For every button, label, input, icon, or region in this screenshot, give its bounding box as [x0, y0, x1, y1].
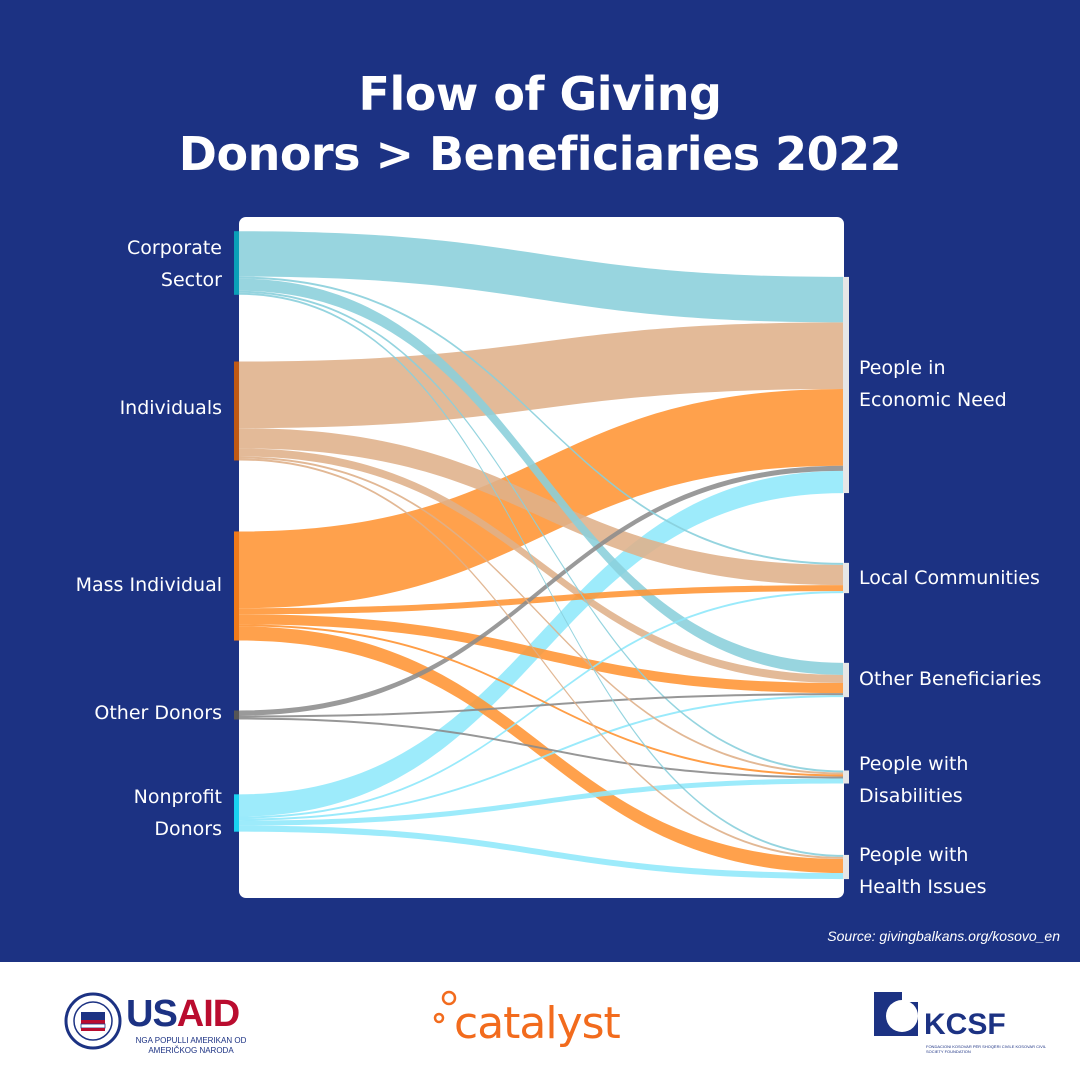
usaid-subtitle: NGA POPULLI AMERIKAN OD AMERIČKOG NARODA	[135, 1036, 247, 1055]
flow-nonprofit-to-health	[239, 825, 843, 880]
usaid-logo: USAID NGA POPULLI AMERIKAN OD AMERIČKOG …	[64, 992, 254, 1055]
target-node-disab	[843, 770, 849, 784]
flow-other_donors-to-other_ben	[239, 693, 843, 718]
title-line-2: Donors > Beneficiaries 2022	[178, 127, 902, 181]
target-label-other_ben-line: Other Beneficiaries	[859, 668, 1041, 690]
source-label-mass: Mass Individual	[76, 574, 222, 596]
flow-corporate-to-health	[239, 292, 843, 857]
labels-group: Corporate Sector Individuals Mass Individua…	[76, 237, 1042, 898]
target-node-economic	[843, 276, 849, 494]
usaid-wordmark: USAID	[126, 993, 240, 1035]
target-label-health: People with Health Issues	[859, 844, 986, 898]
source-node-other_donors	[234, 710, 239, 720]
flow-corporate-to-local	[239, 276, 843, 565]
source-label-nonprofit: Nonprofit Donors	[134, 786, 222, 840]
target-label-disab: People with Disabilities	[859, 753, 968, 807]
kcsf-subtitle: FONDACIONI KOSOVAR PËR SHOQËRI CIVILE KO…	[926, 1044, 1046, 1054]
flow-mass-to-disab	[239, 624, 843, 777]
source-label-other_donors: Other Donors	[94, 702, 222, 724]
target-label-local-line: Local Communities	[859, 567, 1040, 589]
usaid-seal-icon	[64, 992, 122, 1050]
target-label-health-line: People with	[859, 844, 968, 866]
flow-mass-to-other_ben	[239, 614, 843, 694]
source-label-corporate-line: Corporate	[127, 237, 222, 259]
source-node-nonprofit	[234, 794, 239, 832]
footer-logos: USAID NGA POPULLI AMERIKAN OD AMERIČKOG …	[0, 962, 1080, 1080]
flow-corporate-to-other_ben	[239, 278, 843, 675]
flow-other_donors-to-economic	[239, 465, 843, 716]
source-note: Source: givingbalkans.org/kosovo_en	[827, 928, 1060, 944]
flow-mass-to-health	[239, 626, 843, 874]
flow-other_donors-to-disab	[239, 717, 843, 779]
flow-mass-to-local	[239, 585, 843, 615]
target-label-disab-line: People with	[859, 753, 968, 775]
target-label-local: Local Communities	[859, 567, 1040, 589]
catalyst-wordmark: catalyst	[454, 998, 621, 1049]
target-label-economic-line: People in	[859, 357, 945, 379]
sankey-chart: Corporate Sector Individuals Mass Individua…	[76, 217, 1042, 898]
flow-individuals-to-health	[239, 458, 843, 859]
catalyst-dots-icon	[433, 990, 457, 1024]
chart-title: Flow of Giving Donors > Beneficiaries 20…	[0, 64, 1080, 184]
target-label-health-line: Health Issues	[859, 876, 986, 898]
flow-corporate-to-economic	[239, 231, 843, 323]
flow-nonprofit-to-disab	[239, 778, 843, 826]
target-label-economic: People in Economic Need	[859, 357, 1007, 411]
source-label-individuals-line: Individuals	[120, 397, 222, 419]
target-label-disab-line: Disabilities	[859, 785, 963, 807]
target-node-health	[843, 854, 849, 880]
source-label-corporate: Corporate Sector	[127, 237, 222, 291]
source-label-nonprofit-line: Donors	[154, 818, 222, 840]
kcsf-wordmark: KCSF	[924, 1008, 1006, 1041]
flow-individuals-to-economic	[239, 322, 843, 429]
source-node-mass	[234, 531, 239, 641]
kcsf-logo: KCSF FONDACIONI KOSOVAR PËR SHOQËRI CIVI…	[872, 990, 1052, 1060]
source-node-corporate	[234, 231, 239, 295]
source-label-mass-line: Mass Individual	[76, 574, 222, 596]
usaid-us: US	[126, 993, 178, 1035]
source-label-other_donors-line: Other Donors	[94, 702, 222, 724]
kcsf-mark-icon	[874, 992, 918, 1036]
flow-individuals-to-local	[239, 428, 843, 586]
catalyst-logo: catalyst	[430, 988, 660, 1058]
target-label-other_ben: Other Beneficiaries	[859, 668, 1041, 690]
flow-corporate-to-disab	[239, 290, 843, 773]
source-label-individuals: Individuals	[120, 397, 222, 419]
nodes-group	[234, 231, 849, 880]
flow-nonprofit-to-other_ben	[239, 695, 843, 821]
title-line-1: Flow of Giving	[358, 67, 722, 121]
flow-nonprofit-to-economic	[239, 470, 843, 817]
target-label-economic-line: Economic Need	[859, 389, 1007, 411]
target-node-other_ben	[843, 662, 849, 698]
flow-individuals-to-other_ben	[239, 448, 843, 684]
flows-group	[239, 231, 843, 880]
source-label-corporate-line: Sector	[161, 269, 222, 291]
source-node-individuals	[234, 361, 239, 461]
target-node-local	[843, 562, 849, 594]
source-label-nonprofit-line: Nonprofit	[134, 786, 222, 808]
flow-individuals-to-disab	[239, 456, 843, 775]
usaid-aid: AID	[176, 993, 240, 1035]
